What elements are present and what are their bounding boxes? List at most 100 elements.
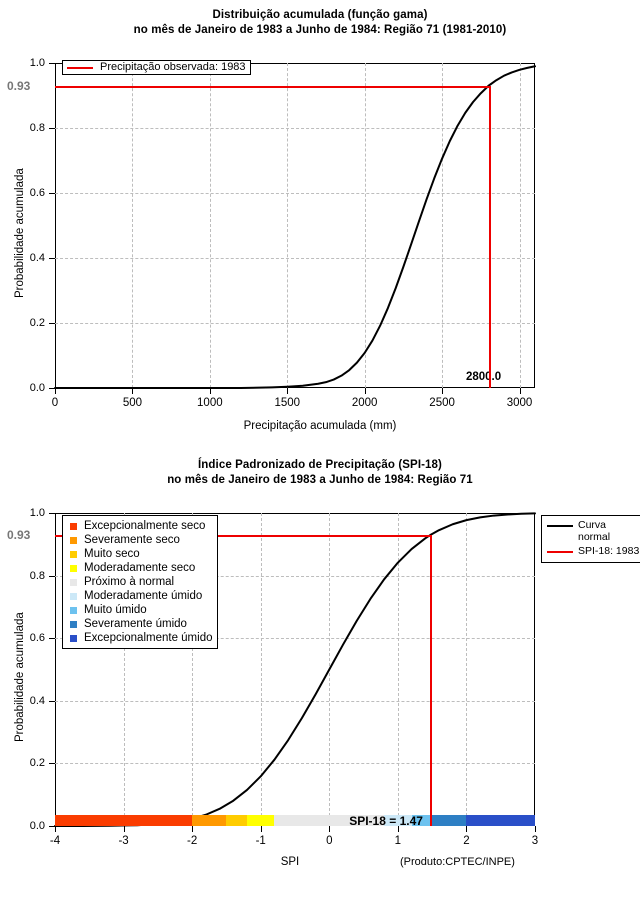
gridline-horizontal [55, 700, 535, 702]
legend-item-observed: Precipitação observada: 1983 [63, 61, 250, 74]
x-axis-tick-label: -2 [187, 835, 198, 847]
chart2-horizontal-marker-line [55, 534, 431, 537]
gamma-cdf-curve [54, 65, 536, 389]
chart2-x-axis-label: SPI [280, 856, 300, 868]
x-axis-tick [329, 826, 331, 832]
spi-category-legend-item: Severamente úmido [66, 617, 213, 631]
gridline-horizontal [55, 128, 535, 129]
x-axis-tick-label: 2500 [429, 397, 455, 409]
colorbar-segment [55, 815, 193, 826]
y-axis-tick [49, 193, 55, 194]
chart1-title: Distribuição acumulada (função gama) no … [0, 0, 640, 38]
category-label: Próximo à normal [84, 576, 175, 588]
category-label: Excepcionalmente úmido [84, 632, 213, 644]
y-axis-tick-label: 0.6 [29, 632, 45, 645]
y-axis-tick [49, 763, 55, 765]
colorbar-segment [274, 815, 385, 826]
x-axis-tick-label: 500 [122, 397, 142, 409]
y-axis-tick [49, 323, 55, 324]
y-axis-tick [49, 388, 55, 389]
y-axis-tick-label: 1.0 [29, 57, 45, 69]
y-axis-tick-label: 0.4 [29, 252, 45, 264]
y-axis-tick [49, 258, 55, 259]
y-axis-tick-label: 0.2 [29, 317, 45, 329]
category-label: Moderadamente úmido [84, 590, 203, 602]
y-axis-tick [49, 128, 55, 129]
category-color-swatch-icon [70, 536, 77, 544]
gridline-vertical [123, 513, 125, 826]
chart2-vertical-marker-line [430, 534, 433, 826]
y-axis-tick-label: 0.8 [29, 569, 45, 582]
x-axis-tick-label: 3 [531, 835, 539, 847]
y-axis-tick-label: 0.8 [29, 122, 45, 134]
x-axis-tick-label: 2000 [351, 397, 378, 409]
x-axis-tick [397, 826, 399, 832]
category-color-swatch-icon [70, 620, 77, 628]
gridline-vertical [209, 63, 211, 388]
product-credit: (Produto:CPTEC/INPE) [400, 856, 515, 868]
gridline-horizontal [55, 193, 535, 194]
chart1-horizontal-marker-line [55, 85, 489, 88]
x-axis-tick [260, 826, 262, 832]
x-axis-tick [364, 388, 366, 394]
x-axis-tick [287, 388, 289, 394]
colorbar-segment [384, 815, 412, 826]
y-axis-tick-label: 0.4 [29, 694, 45, 707]
colorbar-segment [192, 815, 227, 826]
gridline-horizontal [55, 638, 535, 640]
x-axis-tick-label: 0 [51, 397, 59, 409]
chart2-title: Índice Padronizado de Precipitação (SPI-… [0, 450, 640, 488]
x-axis-tick [535, 826, 536, 832]
gridline-vertical [132, 63, 134, 388]
x-axis-tick-label: 1 [394, 835, 402, 847]
legend-item-label: Precipitação observada: 1983 [100, 61, 246, 73]
chart2-title-line2: no mês de Janeiro de 1983 a Junho de 198… [167, 474, 473, 486]
x-axis-tick [55, 388, 56, 394]
colorbar-segment [466, 815, 535, 826]
spi-category-legend-item: Próximo à normal [66, 575, 213, 589]
colorbar-segment [226, 815, 247, 826]
category-label: Severamente úmido [84, 618, 187, 630]
category-label: Moderadamente seco [84, 562, 196, 574]
spi-panel: Índice Padronizado de Precipitação (SPI-… [0, 450, 640, 900]
spi-category-colorbar [55, 815, 535, 826]
x-axis-tick [209, 388, 211, 394]
y-axis-tick [49, 638, 55, 640]
category-label: Excepcionalmente seco [84, 520, 206, 532]
curve-legend-item: SPI-18: 1983 [546, 545, 639, 557]
gridline-vertical [466, 513, 468, 826]
x-axis-tick-label: -4 [49, 835, 61, 847]
x-axis-tick [442, 388, 444, 394]
gridline-vertical [364, 63, 366, 388]
legend-line-icon [547, 525, 573, 527]
chart2-highlight-probability: 0.93 [7, 527, 31, 542]
y-axis-tick [49, 575, 55, 577]
x-axis-tick-label: 1500 [274, 397, 301, 409]
category-color-swatch-icon [70, 564, 77, 572]
y-axis-tick [49, 700, 55, 702]
chart1-title-line2: no mês de Janeiro de 1983 a Junho de 198… [133, 24, 507, 36]
category-color-swatch-icon [70, 634, 77, 642]
gridline-vertical [192, 513, 194, 826]
spi-category-legend-item: Excepcionalmente seco [66, 519, 213, 533]
chart2-curve-legend: Curva normal SPI-18: 1983 [541, 515, 640, 563]
gridline-horizontal [55, 323, 535, 324]
gridline-vertical [397, 513, 399, 826]
curve-path [54, 65, 536, 389]
category-label: Muito úmido [84, 604, 147, 616]
x-axis-tick-label: -1 [255, 835, 266, 847]
spi-category-legend-item: Muito úmido [66, 603, 213, 617]
category-label: Muito seco [84, 548, 140, 560]
gridline-horizontal [55, 258, 535, 259]
x-axis-tick-label: 3000 [506, 397, 533, 409]
spi-category-legend-item: Muito seco [66, 547, 213, 561]
colorbar-segment [432, 815, 467, 826]
category-color-swatch-icon [70, 550, 77, 558]
chart1-legend: Precipitação observada: 1983 [62, 60, 251, 75]
gridline-vertical [260, 513, 262, 826]
curve-legend-label: SPI-18: 1983 [578, 545, 640, 557]
x-axis-tick [519, 388, 521, 394]
legend-line-icon [547, 551, 573, 553]
y-axis-tick [49, 63, 55, 64]
chart1-plot-area [55, 63, 535, 388]
